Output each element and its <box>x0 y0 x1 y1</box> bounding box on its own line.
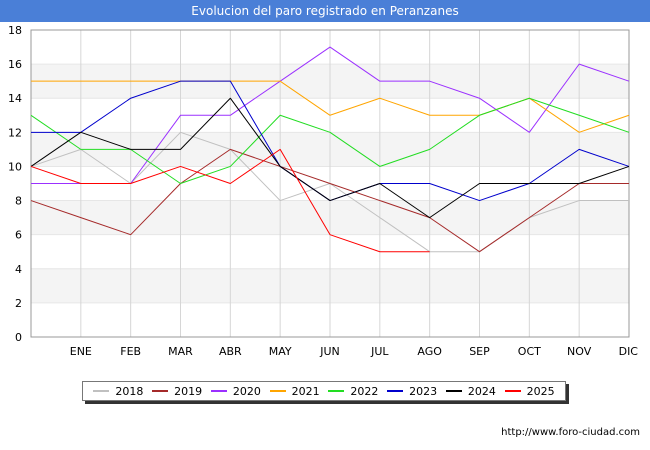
series-line-2019 <box>30 148 629 253</box>
y-tick-label: 4 <box>15 263 22 276</box>
y-tick-label: 10 <box>8 160 22 173</box>
legend-swatch <box>93 390 110 392</box>
legend: 2018 2019 2020 2021 2022 2023 2024 2025 <box>82 381 566 401</box>
legend-swatch <box>152 390 169 392</box>
legend-label: 2022 <box>350 384 379 398</box>
legend-item-2021: 2021 <box>269 384 320 398</box>
legend-item-2020: 2020 <box>210 384 261 398</box>
x-tick-label: AGO <box>417 345 442 358</box>
legend-item-2024: 2024 <box>445 384 496 398</box>
legend-label: 2021 <box>291 384 320 398</box>
x-tick-label: NOV <box>567 345 592 358</box>
y-tick-label: 6 <box>15 229 22 242</box>
y-tick-label: 14 <box>8 92 22 105</box>
footer-url[interactable]: http://www.foro-ciudad.com <box>501 427 640 438</box>
legend-label: 2025 <box>526 384 555 398</box>
legend-item-2018: 2018 <box>93 385 143 398</box>
legend-swatch <box>387 390 404 392</box>
legend-label: 2024 <box>467 384 496 398</box>
legend-item-2019: 2019 <box>152 385 202 398</box>
x-tick-label: MAY <box>269 345 292 358</box>
x-tick-label: JUN <box>319 345 340 358</box>
series-line-2025 <box>30 148 430 253</box>
x-tick-label: SEP <box>469 345 490 358</box>
x-tick-label: OCT <box>518 345 541 358</box>
x-tick-label: JUL <box>370 345 389 358</box>
series-line-2024 <box>30 97 630 219</box>
legend-item-2022: 2022 <box>328 385 378 398</box>
legend-item-2025: 2025 <box>504 384 555 398</box>
y-tick-label: 8 <box>15 195 22 208</box>
y-axis-ticks: 0 2 4 6 8 10 12 14 16 18 <box>8 24 22 344</box>
x-axis-ticks: ENE FEB MAR ABR MAY JUN JUL AGO SEP OCT NOV DIC <box>70 345 639 358</box>
x-tick-label: ENE <box>70 345 92 358</box>
legend-swatch <box>269 390 286 392</box>
legend-label: 2023 <box>409 384 438 398</box>
legend-label: 2018 <box>115 384 144 398</box>
y-tick-label: 18 <box>8 24 22 37</box>
y-tick-label: 16 <box>8 58 22 71</box>
chart-title: Evolucion del paro registrado en Peranza… <box>0 0 650 22</box>
x-tick-label: FEB <box>120 345 141 358</box>
legend-item-2023: 2023 <box>387 385 437 398</box>
x-tick-label: DIC <box>619 345 639 358</box>
series-lines <box>30 46 630 253</box>
legend-swatch <box>210 390 227 392</box>
x-tick-label: MAR <box>168 345 193 358</box>
y-tick-label: 2 <box>15 297 22 310</box>
y-tick-label: 0 <box>15 331 22 344</box>
legend-label: 2020 <box>232 384 261 398</box>
legend-swatch <box>504 390 521 392</box>
x-tick-label: ABR <box>219 345 242 358</box>
legend-swatch <box>445 390 462 392</box>
legend-swatch <box>328 390 345 392</box>
legend-label: 2019 <box>174 384 203 398</box>
y-tick-label: 12 <box>8 126 22 139</box>
line-chart: 0 2 4 6 8 10 12 14 16 18 ENE FEB MAR ABR MAY JUN JUL AGO… <box>8 24 639 358</box>
